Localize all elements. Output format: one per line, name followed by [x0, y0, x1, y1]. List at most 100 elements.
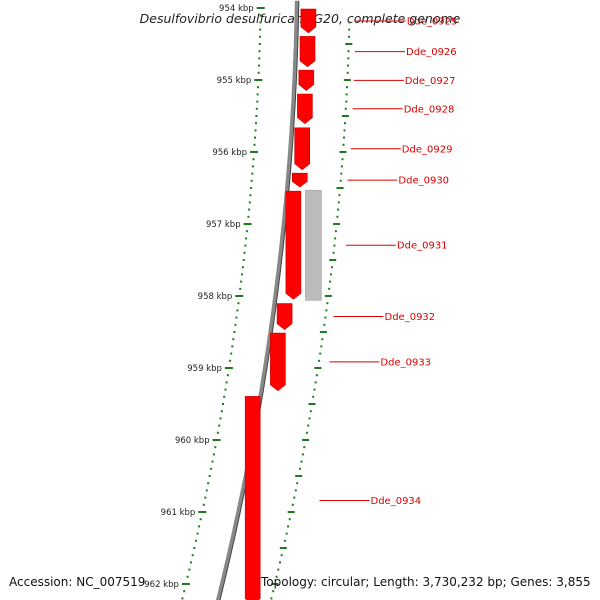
ruler-dot	[258, 57, 261, 60]
gene-label[interactable]: Dde_0927	[405, 76, 456, 87]
ruler-dot	[253, 143, 256, 146]
ruler-dot	[247, 215, 250, 218]
ruler-dot	[235, 316, 238, 319]
track-dot	[279, 547, 287, 549]
ruler-dot	[259, 14, 262, 17]
track-dot	[294, 489, 297, 492]
gene-arrow[interactable]	[285, 190, 302, 300]
ruler-tick	[243, 223, 252, 225]
ruler-dot	[254, 136, 256, 139]
track-dot	[319, 352, 322, 355]
track-dot	[319, 331, 327, 333]
kbp-tick-label: 958 kbp	[198, 292, 233, 302]
ruler-dot	[212, 453, 215, 456]
ruler-dot	[211, 460, 214, 463]
track-dot	[326, 302, 329, 305]
track-dot	[312, 395, 315, 398]
track-dot	[333, 223, 341, 225]
gene-label[interactable]: Dde_0934	[371, 496, 422, 507]
track-dot	[329, 259, 337, 261]
gene-arrow[interactable]	[270, 332, 286, 392]
track-dot	[347, 50, 350, 53]
track-dot	[313, 388, 316, 391]
ruler-dot	[259, 28, 262, 31]
ruler-dot	[243, 251, 246, 254]
gene-arrow[interactable]	[299, 36, 316, 68]
track-dot	[348, 35, 350, 38]
kbp-tick-label: 957 kbp	[206, 220, 241, 230]
track-dot	[302, 439, 310, 441]
track-dot	[279, 561, 281, 564]
track-dot	[345, 43, 353, 45]
gene-arrow[interactable]	[297, 93, 313, 124]
pseudo-gene	[305, 189, 322, 301]
track-dot	[283, 539, 286, 542]
ruler-dot	[255, 122, 257, 125]
ruler-dot	[186, 575, 189, 578]
ruler-tick	[250, 151, 258, 153]
ruler-dot	[244, 244, 247, 247]
ruler-dot	[256, 93, 259, 96]
gene-label[interactable]: Dde_0931	[397, 241, 448, 252]
ruler-dot	[220, 410, 223, 413]
gene-arrow[interactable]	[244, 396, 261, 600]
gene-arrow[interactable]	[291, 172, 308, 188]
kbp-tick-label: 960 kbp	[175, 436, 210, 446]
track-dot	[345, 93, 348, 96]
ruler-dot	[241, 273, 243, 276]
topology-text: Topology: circular; Length: 3,730,232 bp…	[260, 575, 591, 589]
gene-arrow[interactable]	[276, 303, 293, 330]
ruler-dot	[250, 179, 253, 182]
ruler-dot	[241, 266, 244, 269]
track-dot	[340, 165, 343, 168]
track-dot	[280, 554, 283, 557]
gene-label[interactable]: Dde_0926	[406, 47, 457, 58]
ruler-dot	[251, 172, 254, 175]
gene-label[interactable]: Dde_0928	[404, 104, 455, 115]
track-dot	[301, 453, 304, 456]
track-dot	[291, 503, 294, 506]
ruler-dot	[245, 237, 248, 240]
ruler-dot	[250, 187, 253, 189]
gene-arrow[interactable]	[294, 127, 311, 171]
track-dot	[314, 367, 322, 369]
ruler-dot	[183, 590, 186, 593]
gene-label[interactable]: Dde_0930	[398, 176, 449, 187]
track-dot	[309, 410, 312, 413]
gene-label[interactable]: Dde_0925	[407, 17, 458, 28]
track-dot	[343, 79, 351, 81]
track-dot	[332, 251, 335, 254]
ruler-dot	[259, 21, 262, 24]
ruler-dot	[188, 568, 191, 571]
gene-arrow[interactable]	[298, 69, 315, 91]
track-dot	[344, 122, 346, 125]
ruler-dot	[249, 194, 252, 197]
ruler-tick	[235, 295, 244, 297]
track-dot	[345, 100, 348, 103]
track-dot	[272, 590, 275, 593]
ruler-dot	[233, 331, 236, 333]
ruler-dot	[224, 388, 227, 391]
track-dot	[287, 511, 295, 513]
track-dot	[296, 482, 299, 485]
gene-label[interactable]: Dde_0929	[402, 144, 453, 155]
track-dot	[308, 403, 316, 405]
gene-label[interactable]: Dde_0932	[385, 312, 436, 323]
kbp-tick-label: 955 kbp	[217, 76, 252, 86]
track-dots	[270, 21, 353, 600]
gene-arrow[interactable]	[300, 8, 317, 34]
gene-label[interactable]: Dde_0933	[380, 357, 431, 368]
ruler-dot	[199, 518, 202, 521]
ruler-dot	[223, 395, 226, 398]
kbp-tick-label: 961 kbp	[161, 508, 196, 518]
track-dot	[336, 215, 339, 218]
ruler-dot	[234, 323, 237, 326]
ruler-dot	[248, 208, 251, 211]
track-dot	[334, 237, 337, 240]
track-dot	[318, 359, 321, 362]
ruler-tick	[254, 79, 263, 81]
ruler-tick	[198, 511, 207, 513]
ruler-dot	[208, 475, 211, 477]
track-dot	[285, 532, 288, 535]
track-dot	[325, 309, 328, 312]
